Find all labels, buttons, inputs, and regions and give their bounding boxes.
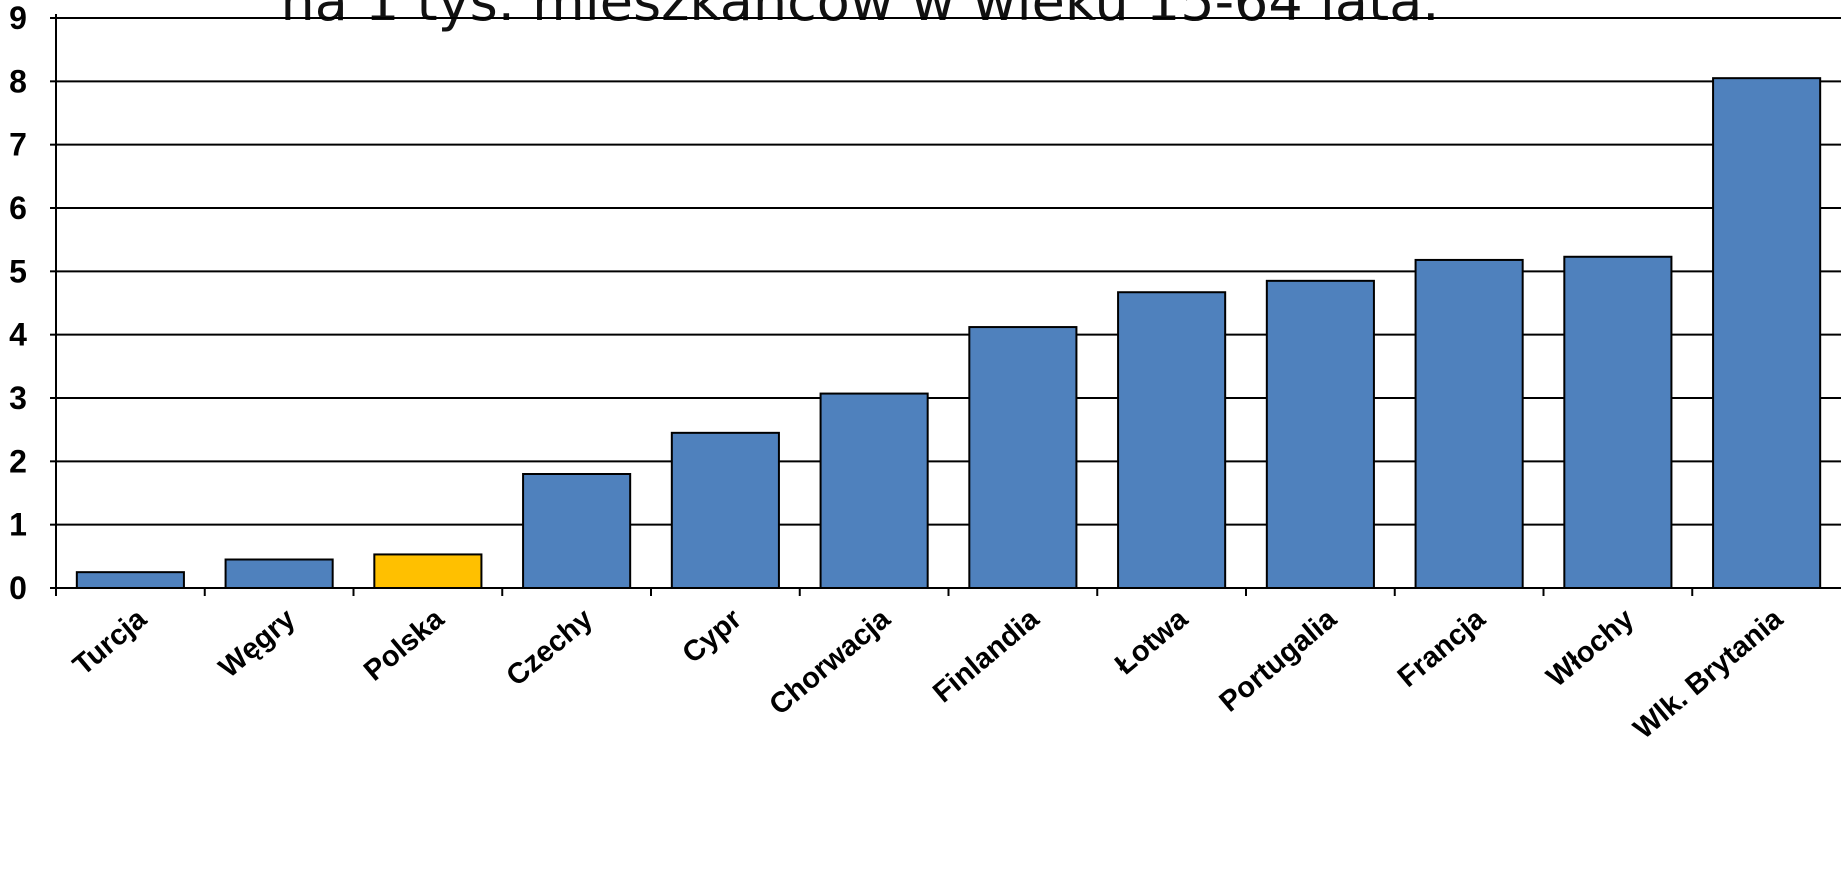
bar-7 bbox=[1117, 291, 1227, 589]
bar-6 bbox=[968, 326, 1078, 589]
gridlines bbox=[56, 17, 1841, 526]
y-axis-tick-labels: 0 1 2 3 4 5 6 7 8 9 bbox=[9, 0, 27, 606]
x-tick-label-1: Węgry bbox=[213, 603, 301, 684]
x-tick-label-6: Finlandia bbox=[927, 602, 1046, 709]
bar-1 bbox=[224, 558, 334, 589]
x-tick-label-8: Portugalia bbox=[1214, 602, 1344, 718]
bar-2 bbox=[373, 553, 483, 590]
y-tick-label-5: 5 bbox=[9, 253, 27, 289]
x-tick-label-4: Cypr bbox=[677, 603, 748, 670]
y-tick-label-2: 2 bbox=[9, 443, 27, 479]
bars bbox=[75, 77, 1822, 590]
x-tick-label-0: Turcja bbox=[67, 602, 153, 682]
y-tick-label-9: 9 bbox=[9, 0, 27, 36]
bar-0 bbox=[75, 571, 185, 590]
bar-5 bbox=[819, 392, 929, 590]
x-tick-label-3: Czechy bbox=[501, 603, 599, 693]
bar-9 bbox=[1414, 258, 1524, 589]
x-tick-label-2: Polska bbox=[358, 602, 451, 687]
x-axis-tick-labels: Turcja Węgry Polska Czechy Cypr Chorwacja Finl… bbox=[67, 602, 1790, 745]
x-tick-label-11: Wlk. Brytania bbox=[1628, 602, 1790, 745]
bar-10 bbox=[1563, 255, 1673, 589]
x-tick-label-9: Francja bbox=[1392, 602, 1492, 693]
bar-11 bbox=[1712, 77, 1822, 590]
bar-3 bbox=[522, 473, 632, 589]
y-tick-label-4: 4 bbox=[9, 317, 27, 353]
bar-4 bbox=[670, 431, 780, 590]
x-tick-label-7: Łotwa bbox=[1109, 602, 1194, 681]
y-tick-label-6: 6 bbox=[9, 190, 27, 226]
chart-title: na 1 tys. mieszkańców w wieku 15-64 lata… bbox=[281, 0, 1440, 33]
y-tick-label-1: 1 bbox=[9, 507, 27, 543]
y-tick-label-7: 7 bbox=[9, 127, 27, 163]
bar-8 bbox=[1265, 279, 1375, 589]
y-tick-label-8: 8 bbox=[9, 63, 27, 99]
axes bbox=[50, 14, 1841, 596]
y-tick-label-3: 3 bbox=[9, 380, 27, 416]
y-tick-label-0: 0 bbox=[9, 570, 27, 606]
x-tick-label-5: Chorwacja bbox=[764, 602, 898, 721]
x-tick-label-10: Włochy bbox=[1541, 603, 1641, 694]
